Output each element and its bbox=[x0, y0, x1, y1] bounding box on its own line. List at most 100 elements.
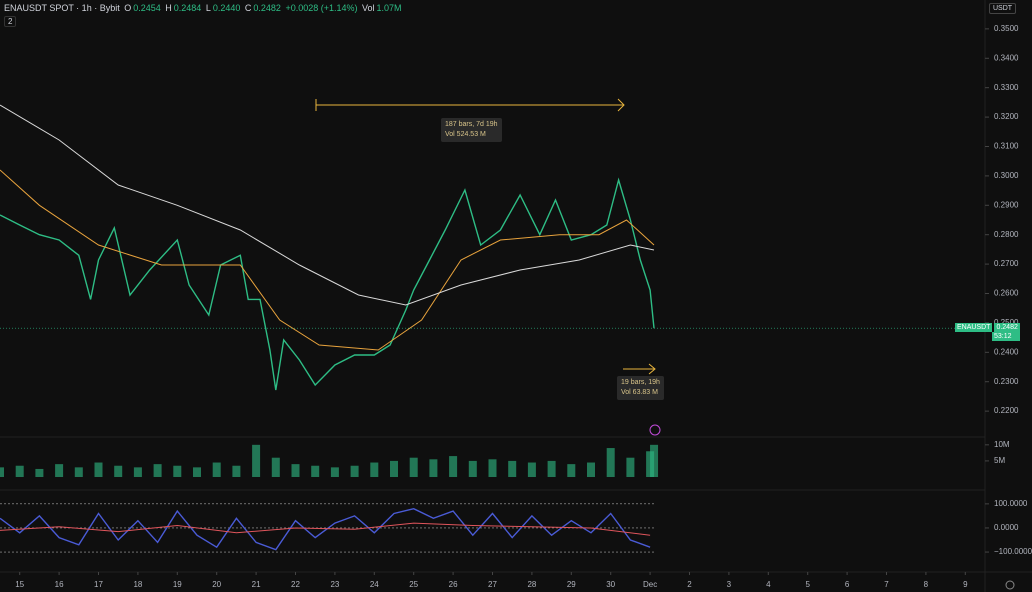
volume-bar bbox=[350, 465, 359, 477]
volume-bar bbox=[390, 460, 398, 477]
volume-bar bbox=[508, 460, 517, 477]
y-tick-label: 100.0000 bbox=[994, 499, 1028, 508]
volume-bar bbox=[153, 464, 162, 477]
x-tick-label: 24 bbox=[370, 580, 379, 589]
label: L bbox=[205, 3, 211, 13]
measure-arrow bbox=[648, 363, 656, 375]
volume-bar bbox=[468, 460, 477, 477]
x-tick-label: Dec bbox=[643, 580, 657, 589]
y-tick-label: 0.3500 bbox=[994, 24, 1019, 33]
symbol: ENAUSDT SPOT · 1h · Bybit bbox=[4, 3, 120, 13]
y-tick-label: 0.2800 bbox=[994, 230, 1019, 239]
measure-vol: Vol 524.53 M bbox=[445, 131, 486, 138]
volume-bar bbox=[650, 444, 659, 477]
x-tick-label: 27 bbox=[488, 580, 497, 589]
volume-bar bbox=[370, 462, 379, 477]
value: 0.2482 bbox=[253, 3, 281, 13]
y-tick-label: 0.3100 bbox=[994, 142, 1019, 151]
volume-bar bbox=[330, 467, 339, 477]
tag-countdown: 53:12 bbox=[992, 332, 1020, 342]
volume-bar bbox=[232, 465, 241, 477]
y-tick-label: 0.3000 bbox=[994, 171, 1019, 180]
x-tick-label: 22 bbox=[291, 580, 300, 589]
x-tick-label: 21 bbox=[252, 580, 261, 589]
measure-arrow bbox=[617, 98, 625, 112]
change: +0.0028 (+1.14%) bbox=[285, 3, 358, 13]
measure-bars: 19 bars, 19h bbox=[621, 379, 660, 386]
volume-bar bbox=[567, 464, 576, 477]
volume-bar bbox=[114, 465, 123, 477]
label: O bbox=[124, 3, 132, 13]
y-tick-label: 0.3200 bbox=[994, 112, 1019, 121]
volume-bar bbox=[15, 465, 24, 477]
x-tick-label: 26 bbox=[449, 580, 458, 589]
x-tick-label: 29 bbox=[567, 580, 576, 589]
y-tick-label: 0.2400 bbox=[994, 347, 1019, 356]
x-tick-label: 28 bbox=[527, 580, 536, 589]
volume-bar bbox=[271, 457, 280, 477]
volume-bar bbox=[626, 457, 635, 477]
volume-bar bbox=[606, 448, 615, 477]
value: 0.2454 bbox=[133, 3, 161, 13]
x-tick-label: 23 bbox=[330, 580, 339, 589]
measure-box: 187 bars, 7d 19h Vol 524.53 M bbox=[441, 118, 502, 142]
y-tick-label: 0.2900 bbox=[994, 200, 1019, 209]
volume-bar bbox=[74, 467, 83, 477]
volume-bar bbox=[193, 467, 201, 477]
value: 1.07M bbox=[376, 3, 402, 13]
volume-bar bbox=[547, 460, 556, 477]
value: 0.2440 bbox=[212, 3, 241, 13]
x-tick-label: 17 bbox=[94, 580, 103, 589]
event-icon[interactable] bbox=[649, 424, 661, 436]
volume-bar bbox=[212, 462, 221, 477]
y-tick-label: 0.2300 bbox=[994, 377, 1019, 386]
volume-bar bbox=[55, 464, 64, 477]
x-tick-label: 30 bbox=[606, 580, 615, 589]
volume-bar bbox=[94, 462, 103, 477]
measure-vol: Vol 63.83 M bbox=[621, 389, 658, 396]
volume-bar bbox=[488, 459, 497, 477]
volume-bar bbox=[35, 468, 44, 477]
x-tick-label: 9 bbox=[963, 580, 968, 589]
label: Vol bbox=[362, 3, 375, 13]
x-tick-label: 16 bbox=[55, 580, 64, 589]
x-tick-label: 7 bbox=[884, 580, 889, 589]
volume-bar bbox=[429, 459, 438, 477]
volume-bar bbox=[449, 456, 458, 477]
y-tick-label: 0.2200 bbox=[994, 406, 1019, 415]
value: 0.2484 bbox=[173, 3, 202, 13]
volume-bar bbox=[133, 467, 142, 477]
tag-symbol: ENAUSDT bbox=[955, 323, 993, 333]
series-line bbox=[0, 507, 651, 551]
currency[interactable]: USDT bbox=[989, 3, 1017, 14]
label: H bbox=[165, 3, 172, 13]
header: ENAUSDT SPOT · 1h · Bybit O 0.2454 H 0.248… bbox=[4, 3, 404, 13]
volume-bar bbox=[311, 465, 320, 477]
volume-bar bbox=[173, 465, 182, 477]
volume-bar bbox=[252, 444, 261, 477]
tag-price: 0.2482 bbox=[994, 323, 1020, 333]
series-line bbox=[0, 177, 655, 391]
y-tick-label: 0.2700 bbox=[994, 259, 1019, 268]
x-tick-label: 5 bbox=[805, 580, 810, 589]
indicator-toggle[interactable]: 2 bbox=[4, 16, 17, 27]
label: C bbox=[244, 3, 252, 13]
y-tick-label: −100.0000 bbox=[994, 547, 1032, 556]
volume-bar bbox=[409, 457, 418, 477]
y-tick-label: 10M bbox=[994, 440, 1010, 449]
volume-bar bbox=[587, 462, 595, 477]
x-tick-label: 19 bbox=[173, 580, 182, 589]
x-tick-label: 15 bbox=[15, 580, 24, 589]
x-tick-label: 2 bbox=[687, 580, 692, 589]
volume-bar bbox=[0, 467, 4, 477]
y-tick-label: 0.0000 bbox=[994, 523, 1019, 532]
x-tick-label: 25 bbox=[409, 580, 418, 589]
series-line bbox=[0, 522, 651, 536]
series-line bbox=[0, 169, 655, 351]
x-tick-label: 4 bbox=[766, 580, 771, 589]
x-tick-label: 3 bbox=[727, 580, 732, 589]
y-tick-label: 0.3400 bbox=[994, 53, 1019, 62]
x-tick-label: 6 bbox=[845, 580, 850, 589]
settings-icon[interactable] bbox=[1005, 580, 1015, 590]
